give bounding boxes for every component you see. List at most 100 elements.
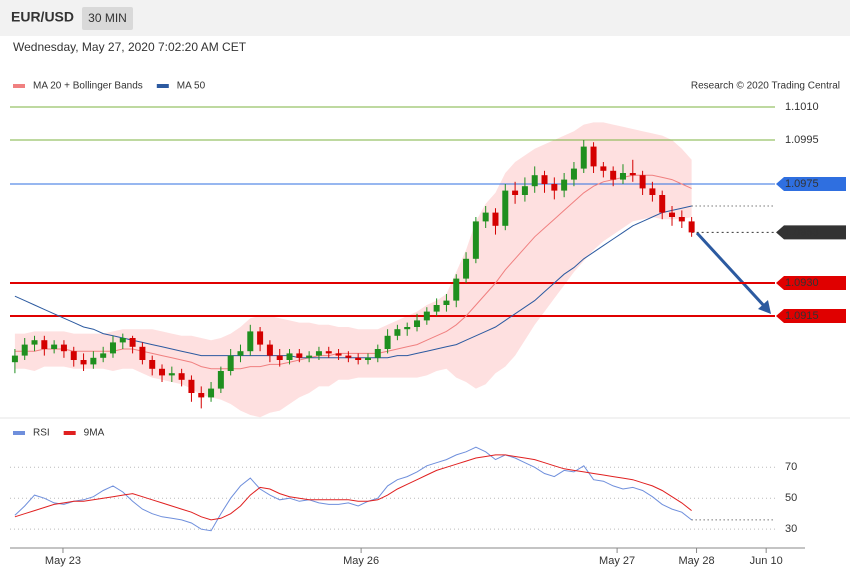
candle-body	[433, 305, 440, 312]
candle-body	[443, 300, 450, 305]
x-tick-label: May 26	[343, 555, 379, 567]
candle-body	[678, 217, 685, 222]
candle-body	[129, 338, 136, 347]
candle-body	[51, 344, 58, 349]
candle-body	[227, 355, 234, 371]
x-tick-label: Jun 10	[750, 555, 783, 567]
legend-label: 9MA	[84, 428, 105, 439]
candle-body	[100, 353, 107, 358]
candle-body	[590, 146, 597, 167]
series-line	[14, 454, 692, 521]
candle-body	[482, 212, 489, 222]
candle-body	[394, 329, 401, 336]
candle-body	[188, 379, 195, 393]
candle-body	[237, 351, 244, 356]
timeframe[interactable]: 30 MIN	[88, 11, 127, 25]
candle-body	[512, 190, 519, 195]
candle-body	[521, 186, 528, 195]
candle-body	[639, 175, 646, 189]
x-tick-label: May 28	[678, 555, 714, 567]
series-line	[14, 446, 692, 532]
candle-body	[659, 195, 666, 213]
candle-body	[119, 338, 126, 343]
candle-body	[600, 166, 607, 171]
legend-label: MA 20 + Bollinger Bands	[33, 81, 143, 92]
timeframe-badge[interactable]	[82, 7, 133, 30]
candle-body	[149, 360, 156, 369]
candle-body	[472, 221, 479, 259]
candle-body	[139, 346, 146, 360]
candle-body	[629, 173, 636, 176]
candle-body	[384, 335, 391, 349]
candle-body	[619, 173, 626, 180]
top-bar	[0, 0, 850, 36]
candle-body	[345, 355, 352, 358]
candle-body	[551, 184, 558, 191]
level-label: 1.0915	[785, 310, 819, 322]
date-subtitle: Wednesday, May 27, 2020 7:02:20 AM CET	[13, 40, 247, 54]
candle-body	[570, 168, 577, 180]
candle-body	[649, 188, 656, 195]
level-tag	[776, 225, 846, 240]
candle-body	[335, 353, 342, 356]
candle-body	[21, 344, 28, 356]
candle-body	[41, 340, 48, 349]
level-label: 1.0930	[785, 277, 819, 289]
source: Research © 2020 Trading Central	[691, 81, 840, 92]
legend-swatch	[63, 431, 76, 435]
candle-body	[541, 175, 548, 184]
legend-label: MA 50	[177, 81, 206, 92]
candle-body	[198, 393, 205, 398]
level-label: 1.0953	[785, 226, 819, 238]
x-tick-label: May 23	[45, 555, 81, 567]
candle-body	[492, 212, 499, 226]
candle-body	[11, 355, 18, 363]
legend-label: RSI	[33, 428, 50, 439]
candle-body	[669, 212, 676, 217]
forecast-arrow	[695, 231, 768, 310]
candle-body	[159, 368, 166, 376]
candle-body	[610, 170, 617, 180]
candle-body	[453, 278, 460, 301]
level-tag	[776, 309, 846, 323]
candle-body	[208, 388, 215, 398]
candle-body	[60, 344, 67, 352]
symbol-title: EUR/USD	[11, 9, 74, 25]
candle-body	[325, 351, 332, 354]
candle-body	[70, 351, 77, 360]
y-tick-label: 50	[785, 492, 797, 504]
candle-body	[276, 355, 283, 360]
level-tag	[776, 276, 846, 290]
candle-body	[31, 340, 38, 345]
candle-body	[561, 179, 568, 191]
candle-body	[315, 351, 322, 356]
candle-body	[168, 373, 175, 376]
candle-body	[257, 331, 264, 345]
moving-average	[14, 205, 692, 359]
level-label: 1.0975	[785, 178, 819, 190]
candle-body	[306, 355, 313, 358]
x-tick-label: May 27	[599, 555, 635, 567]
legend-swatch	[13, 431, 25, 435]
level-tag	[776, 177, 846, 191]
level-label: 1.0995	[785, 134, 819, 146]
candle-body	[502, 190, 509, 226]
candle-body	[80, 360, 87, 365]
candle-body	[355, 357, 362, 360]
candle-body	[178, 373, 185, 380]
candle-body	[414, 320, 421, 327]
candle-body	[90, 357, 97, 365]
candle-body	[580, 146, 587, 169]
candle-body	[423, 311, 430, 321]
legend-swatch	[156, 84, 169, 88]
candle-body	[531, 175, 538, 187]
candle-body	[109, 342, 116, 354]
candle-body	[217, 371, 224, 389]
level-label: 1.1010	[785, 101, 819, 113]
candle-body	[286, 353, 293, 360]
candle-body	[296, 353, 303, 358]
y-tick-label: 70	[785, 461, 797, 473]
candle-body	[688, 221, 695, 233]
candle-body	[374, 349, 381, 358]
